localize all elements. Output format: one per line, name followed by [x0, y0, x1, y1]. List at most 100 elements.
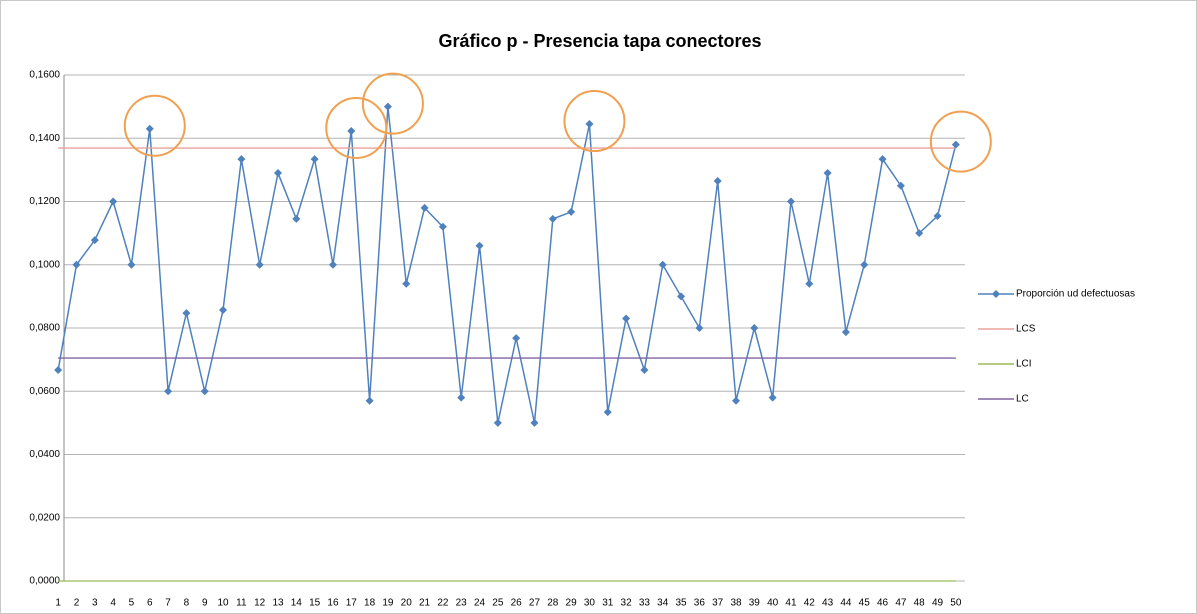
y-tick-label: 0,0200	[29, 512, 60, 523]
data-point	[72, 260, 81, 269]
data-point	[420, 203, 429, 212]
out-of-control-circle	[325, 96, 388, 159]
data-point	[823, 169, 832, 178]
x-tick-label: 40	[767, 598, 779, 609]
data-point	[328, 260, 337, 269]
x-tick-label: 45	[859, 598, 871, 609]
x-tick-label: 46	[877, 598, 889, 609]
x-tick-label: 19	[382, 598, 394, 609]
x-tick-label: 42	[804, 598, 816, 609]
x-tick-label: 25	[492, 598, 504, 609]
series-line	[57, 106, 957, 424]
data-point	[548, 214, 557, 223]
x-tick-label: 50	[950, 598, 962, 609]
data-point	[658, 260, 667, 269]
x-tick-label: 10	[217, 598, 229, 609]
x-tick-label: 30	[584, 598, 596, 609]
x-tick-label: 36	[694, 598, 706, 609]
data-point	[182, 309, 191, 318]
x-tick-label: 5	[129, 598, 135, 609]
data-point	[896, 181, 905, 190]
x-tick-label: 15	[309, 598, 321, 609]
out-of-control-circle	[361, 72, 424, 135]
legend-marker	[992, 290, 1000, 298]
data-point	[54, 366, 63, 375]
x-tick-label: 43	[822, 598, 834, 609]
legend-label: LC	[1016, 394, 1029, 405]
x-tick-label: 3	[92, 598, 98, 609]
data-point	[805, 279, 814, 288]
y-tick-label: 0,0400	[29, 449, 60, 460]
data-point	[603, 408, 612, 417]
x-tick-label: 2	[74, 598, 80, 609]
x-tick-label: 17	[346, 598, 358, 609]
x-tick-label: 9	[202, 598, 208, 609]
data-point	[402, 279, 411, 288]
x-tick-label: 7	[165, 598, 171, 609]
data-point	[109, 197, 118, 206]
data-point	[512, 334, 521, 343]
y-tick-label: 0,1600	[29, 70, 60, 81]
data-point	[768, 393, 777, 402]
data-point	[878, 155, 887, 164]
data-point	[860, 260, 869, 269]
data-point	[292, 214, 301, 223]
x-tick-label: 41	[785, 598, 797, 609]
data-point	[585, 120, 594, 129]
data-point	[567, 207, 576, 216]
legend-label: LCI	[1016, 359, 1032, 370]
x-tick-label: 31	[602, 598, 614, 609]
y-tick-label: 0,1000	[29, 259, 60, 270]
data-point	[200, 387, 209, 396]
data-point	[951, 140, 960, 149]
legend-label: Proporción ud defectuosas	[1016, 289, 1135, 300]
data-point	[310, 155, 319, 164]
x-tick-label: 47	[895, 598, 907, 609]
x-tick-label: 49	[932, 598, 944, 609]
x-tick-label: 21	[419, 598, 431, 609]
x-tick-label: 6	[147, 598, 153, 609]
y-tick-label: 0,0600	[29, 386, 60, 397]
data-point	[841, 328, 850, 337]
data-point	[164, 387, 173, 396]
x-tick-label: 39	[749, 598, 761, 609]
x-tick-label: 37	[712, 598, 724, 609]
data-point	[933, 212, 942, 221]
data-point	[219, 305, 228, 314]
data-point	[640, 366, 649, 375]
y-tick-label: 0,1200	[29, 196, 60, 207]
x-tick-label: 27	[529, 598, 541, 609]
x-tick-label: 24	[474, 598, 486, 609]
data-point	[457, 393, 466, 402]
x-tick-label: 29	[566, 598, 578, 609]
x-tick-label: 48	[914, 598, 926, 609]
data-point	[274, 169, 282, 178]
x-tick-label: 23	[456, 598, 468, 609]
y-tick-label: 0,0000	[29, 576, 60, 587]
x-tick-label: 14	[291, 598, 303, 609]
x-tick-label: 20	[401, 598, 413, 609]
x-tick-label: 18	[364, 598, 376, 609]
data-point	[786, 197, 795, 206]
x-tick-label: 22	[437, 598, 449, 609]
x-tick-label: 16	[327, 598, 339, 609]
data-point	[475, 241, 484, 250]
out-of-control-circle	[123, 94, 186, 157]
x-tick-label: 38	[730, 598, 742, 609]
x-tick-label: 13	[272, 598, 284, 609]
x-tick-label: 1	[55, 598, 61, 609]
data-point	[732, 396, 740, 405]
x-tick-label: 34	[657, 598, 669, 609]
data-point	[750, 324, 759, 332]
x-tick-label: 28	[547, 598, 559, 609]
x-tick-label: 12	[254, 598, 266, 609]
y-tick-label: 0,0800	[29, 323, 60, 334]
data-point	[127, 260, 136, 269]
data-point	[915, 229, 924, 238]
out-of-control-circle	[563, 90, 626, 153]
legend-label: LCS	[1016, 324, 1036, 335]
data-point	[530, 418, 539, 427]
x-tick-label: 33	[639, 598, 651, 609]
